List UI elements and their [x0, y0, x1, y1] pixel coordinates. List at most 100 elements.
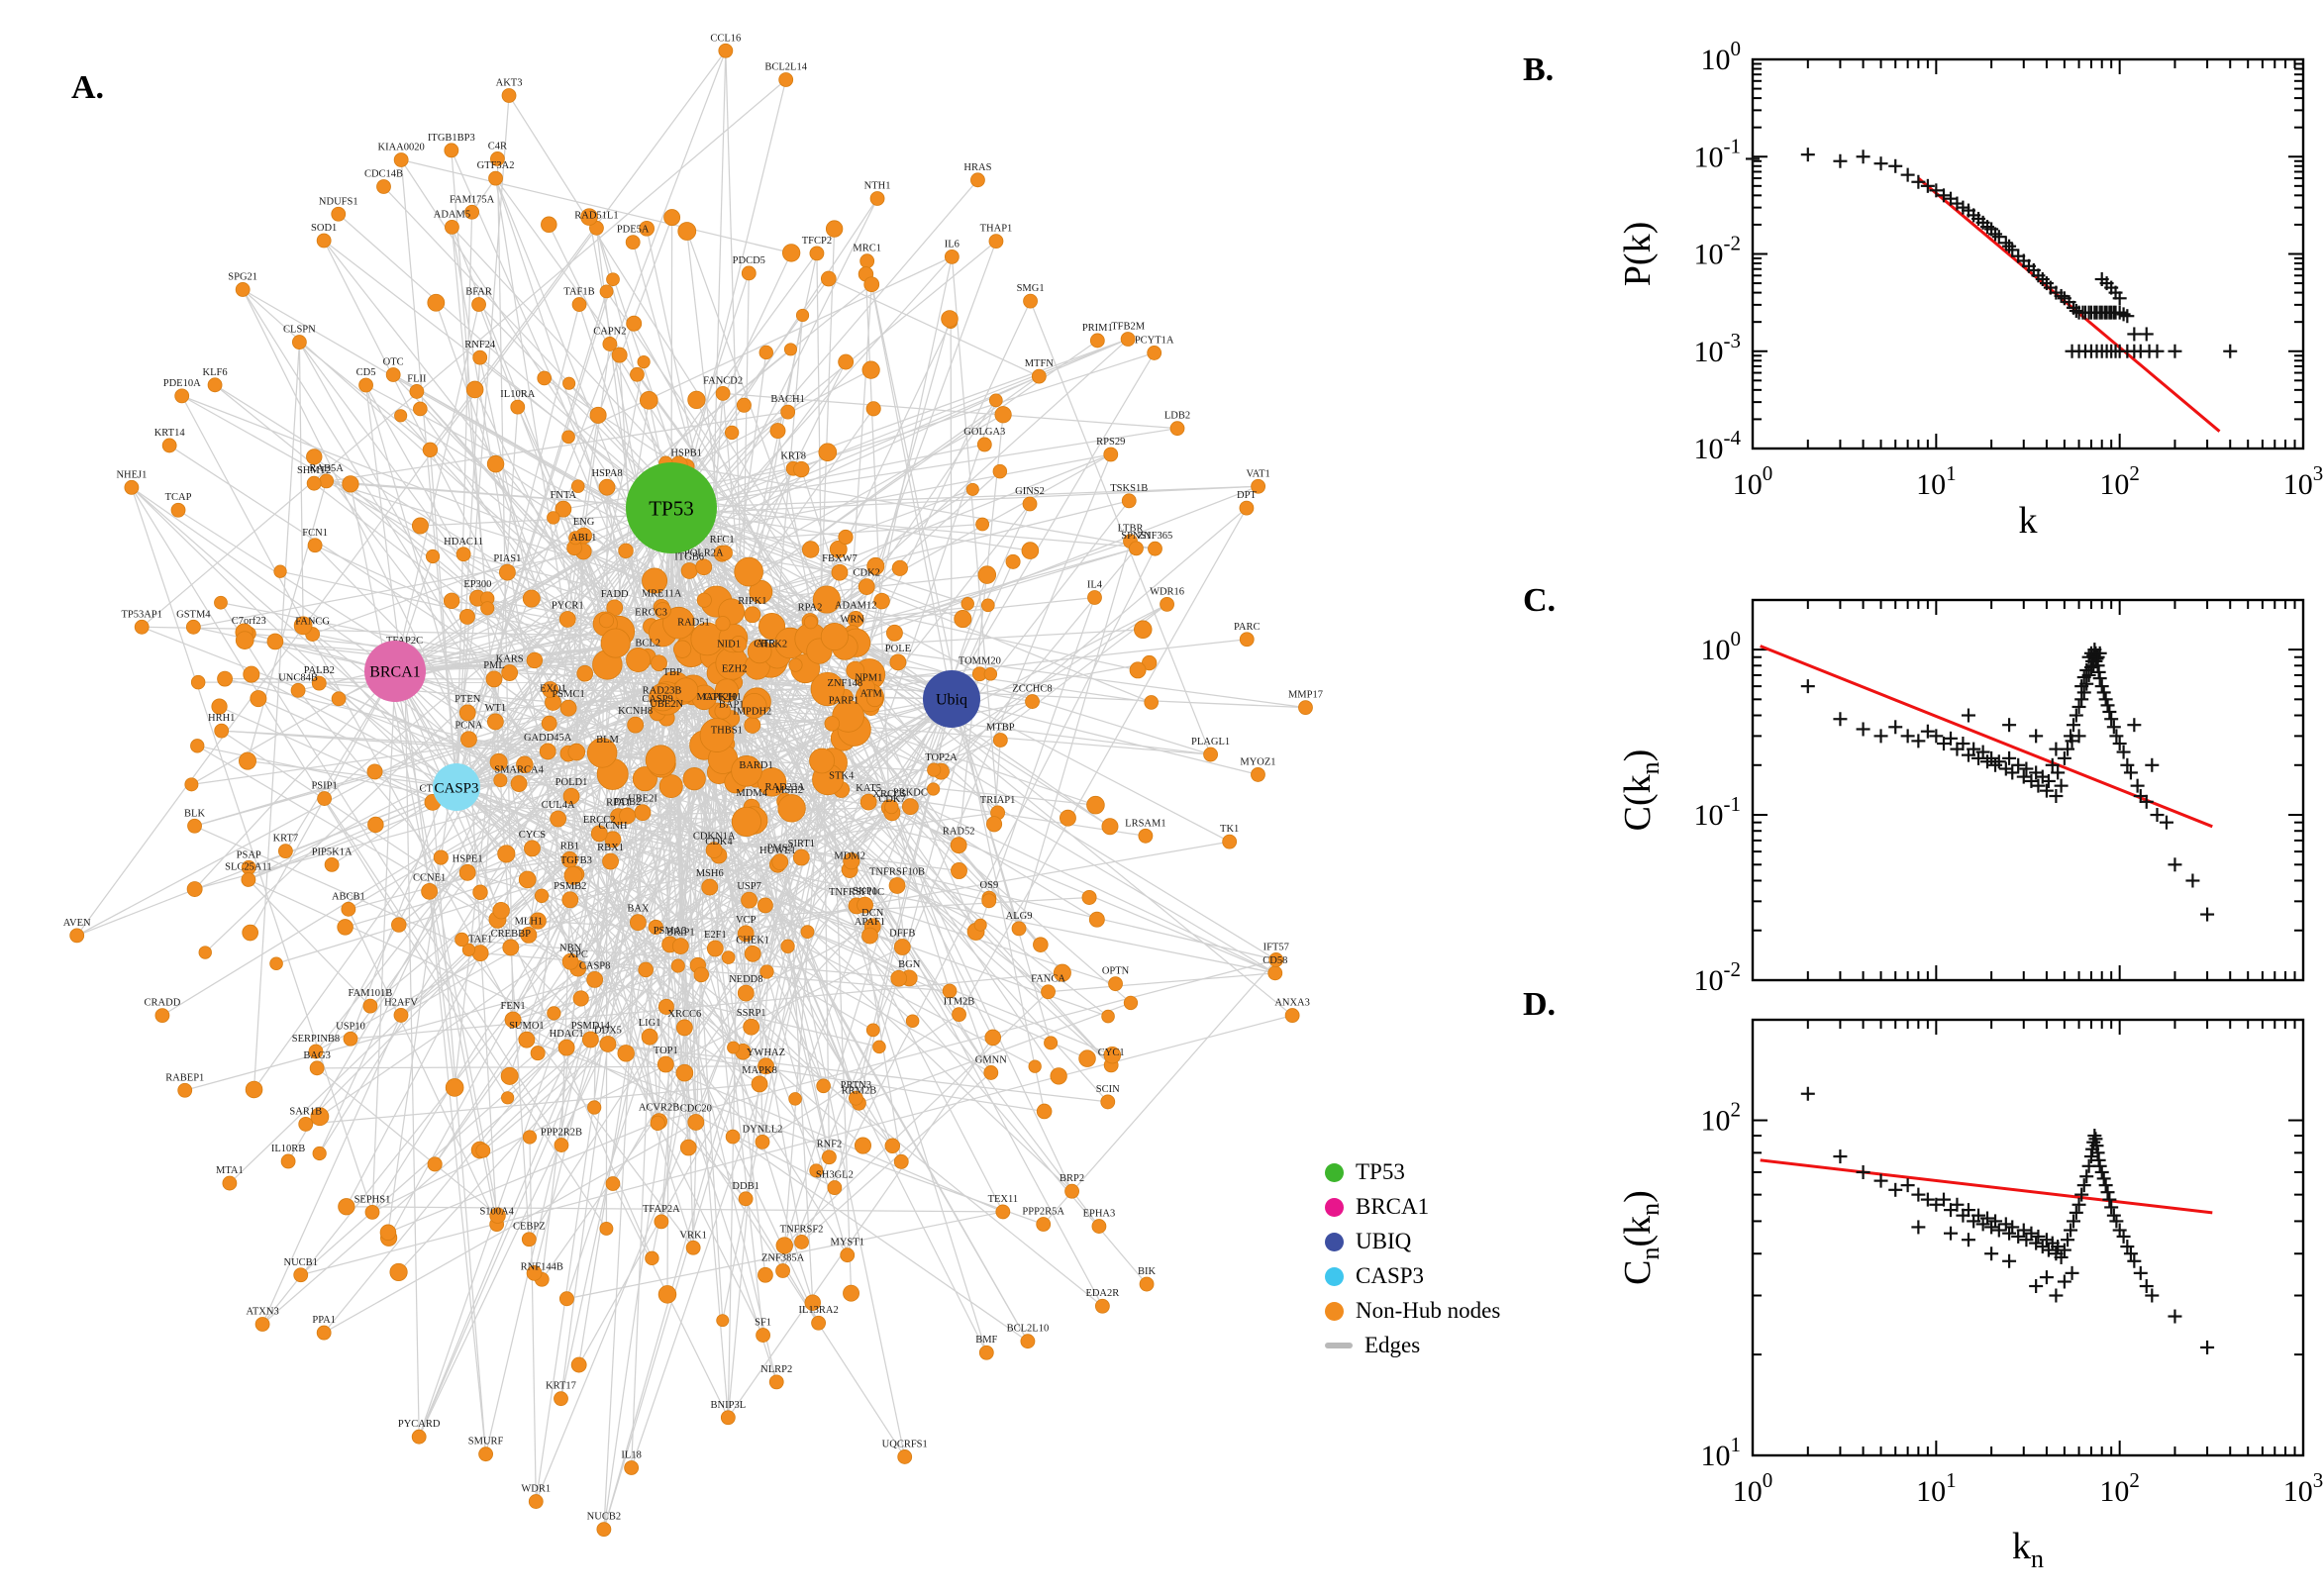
svg-text:TOP1: TOP1 [654, 1046, 678, 1056]
svg-text:TNFRSF10C: TNFRSF10C [829, 887, 884, 898]
svg-text:OTC: OTC [383, 357, 404, 368]
svg-text:CRADD: CRADD [145, 998, 181, 1009]
svg-text:CASP8: CASP8 [579, 960, 611, 971]
svg-text:MYST1: MYST1 [831, 1238, 864, 1248]
legend-label: TP53 [1356, 1159, 1405, 1184]
svg-text:100: 100 [1733, 461, 1773, 501]
svg-text:EDA2R: EDA2R [1085, 1288, 1119, 1299]
svg-text:GOLGA3: GOLGA3 [963, 427, 1005, 438]
svg-text:TP53AP1: TP53AP1 [121, 609, 161, 620]
svg-text:RIPK1: RIPK1 [738, 596, 766, 607]
svg-text:RPA2: RPA2 [798, 603, 823, 614]
svg-text:RAD51L1: RAD51L1 [574, 210, 618, 221]
svg-text:ADAM5: ADAM5 [434, 209, 470, 220]
svg-text:FCN1: FCN1 [302, 528, 328, 539]
svg-text:UQCRFS1: UQCRFS1 [882, 1439, 928, 1449]
node-swatch-icon [1325, 1266, 1344, 1286]
svg-text:AVEN: AVEN [63, 918, 91, 929]
svg-text:DFFB: DFFB [889, 929, 915, 940]
svg-text:NUCB1: NUCB1 [284, 1257, 318, 1268]
svg-text:NBN: NBN [559, 943, 582, 953]
svg-text:BIK: BIK [1138, 1266, 1157, 1277]
svg-text:PLAGL1: PLAGL1 [1191, 737, 1230, 748]
x-axis-label: kn [2012, 1526, 2044, 1573]
svg-text:CCL16: CCL16 [710, 33, 741, 44]
svg-text:ZNF148: ZNF148 [828, 678, 863, 689]
plot-frame [1751, 1018, 2305, 1457]
svg-text:KCNH8: KCNH8 [618, 706, 653, 717]
svg-text:HDAC11: HDAC11 [444, 537, 483, 548]
svg-text:FAM175A: FAM175A [450, 194, 495, 205]
svg-text:EP300: EP300 [463, 579, 491, 590]
svg-text:SKP1: SKP1 [853, 886, 877, 897]
svg-text:MRC1: MRC1 [853, 244, 881, 254]
svg-text:SPG21: SPG21 [228, 271, 257, 282]
svg-text:BCL2L10: BCL2L10 [1007, 1324, 1050, 1335]
network-legend: TP53 BRCA1 UBIQ CASP3 Non-Hub nodes Edges [1325, 1150, 1500, 1367]
legend-item-tp53: TP53 [1325, 1159, 1500, 1185]
svg-text:PSAP: PSAP [237, 849, 261, 860]
svg-text:NHEJ1: NHEJ1 [116, 469, 147, 480]
svg-text:PARP1: PARP1 [829, 695, 859, 706]
svg-text:SEPHS1: SEPHS1 [354, 1194, 391, 1205]
svg-text:CDK4: CDK4 [705, 837, 733, 848]
svg-text:USP10: USP10 [336, 1021, 365, 1032]
svg-text:RPA1: RPA1 [606, 798, 631, 809]
svg-text:PPP2R2B: PPP2R2B [541, 1128, 582, 1139]
svg-text:PIP5K1A: PIP5K1A [312, 847, 353, 857]
svg-text:IL4: IL4 [1087, 579, 1103, 590]
svg-text:FLII: FLII [407, 373, 427, 384]
svg-text:ATR: ATR [756, 639, 775, 649]
svg-text:FAM101B: FAM101B [349, 988, 393, 999]
svg-text:IFT57: IFT57 [1263, 942, 1289, 952]
svg-text:TK1: TK1 [1220, 824, 1239, 835]
svg-text:TBP: TBP [663, 667, 682, 678]
svg-text:VAT1: VAT1 [1246, 468, 1269, 479]
svg-text:POLR2A: POLR2A [684, 549, 724, 559]
svg-text:ABL1: ABL1 [570, 533, 596, 544]
svg-text:GADD45A: GADD45A [524, 733, 572, 744]
svg-text:ABCB1: ABCB1 [332, 891, 365, 902]
hub-label-brca1: BRCA1 [369, 664, 421, 681]
svg-text:VRK1: VRK1 [679, 1230, 706, 1241]
svg-text:HRH1: HRH1 [208, 713, 235, 724]
svg-text:ACVR2B: ACVR2B [639, 1103, 679, 1114]
svg-text:TEX11: TEX11 [988, 1194, 1019, 1205]
svg-text:EPHA3: EPHA3 [1083, 1209, 1116, 1220]
legend-item-ubiq: UBIQ [1325, 1229, 1500, 1254]
svg-text:CD58: CD58 [1262, 955, 1287, 966]
power-law-fit-line [1760, 645, 2213, 829]
svg-text:C4R: C4R [488, 141, 507, 151]
svg-text:CASP9: CASP9 [642, 694, 673, 705]
svg-text:NEDD8: NEDD8 [729, 974, 762, 985]
svg-text:PRKDC: PRKDC [893, 788, 928, 799]
svg-text:HRAS: HRAS [963, 162, 991, 173]
svg-text:RABEP1: RABEP1 [165, 1072, 204, 1083]
tick-labels: 100 101 102 103 10-4 10-3 10-2 10-1 100 [1694, 38, 2323, 501]
svg-text:SF1: SF1 [755, 1318, 771, 1329]
svg-text:KIAA0020: KIAA0020 [378, 142, 425, 152]
svg-text:PDCD5: PDCD5 [733, 255, 765, 266]
svg-text:MMP17: MMP17 [1288, 690, 1323, 701]
svg-text:FEN1: FEN1 [500, 1001, 525, 1012]
svg-text:OS9: OS9 [980, 880, 999, 891]
svg-text:PSIP1: PSIP1 [311, 781, 337, 792]
tick-labels: 10-2 10-1 100 [1694, 627, 1742, 997]
svg-text:FBXW7: FBXW7 [822, 553, 858, 564]
svg-text:101: 101 [1916, 461, 1957, 501]
svg-text:BMF: BMF [975, 1335, 997, 1346]
svg-text:PALB2: PALB2 [304, 665, 335, 676]
svg-text:PSMC1: PSMC1 [552, 689, 584, 700]
svg-text:RB1: RB1 [560, 841, 579, 851]
legend-label: Non-Hub nodes [1356, 1298, 1501, 1323]
svg-text:100: 100 [1701, 38, 1742, 76]
svg-text:TAF1: TAF1 [468, 935, 492, 946]
svg-text:100: 100 [1701, 627, 1742, 666]
svg-text:GTF3A2: GTF3A2 [477, 160, 515, 171]
svg-text:UNC84B: UNC84B [278, 672, 318, 683]
svg-text:ATM: ATM [860, 689, 883, 700]
svg-text:ALG9: ALG9 [1006, 911, 1033, 922]
svg-text:100: 100 [1733, 1468, 1773, 1508]
